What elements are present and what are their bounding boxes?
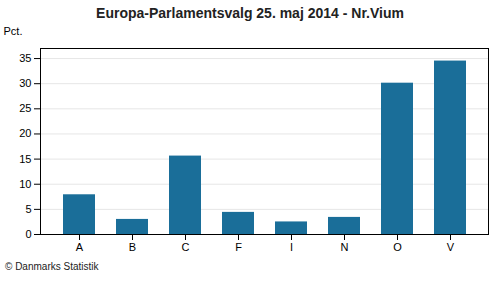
svg-text:V: V	[447, 241, 455, 253]
svg-text:10: 10	[19, 178, 31, 190]
svg-text:C: C	[182, 241, 190, 253]
svg-text:20: 20	[19, 127, 31, 139]
svg-text:F: F	[235, 241, 242, 253]
html-text:Europa-Parlamentsvalg 25. maj: Europa-Parlamentsvalg 25. maj 2014 - Nr.…	[96, 5, 404, 21]
svg-text:35: 35	[19, 52, 31, 64]
svg-text:15: 15	[19, 153, 31, 165]
svg-text:I: I	[290, 241, 293, 253]
svg-text:30: 30	[19, 77, 31, 89]
svg-text:N: N	[341, 241, 349, 253]
svg-text:5: 5	[25, 203, 31, 215]
svg-text:O: O	[393, 241, 402, 253]
svg-text:B: B	[129, 241, 136, 253]
svg-text:Pct.: Pct.	[4, 25, 23, 37]
svg-text:0: 0	[25, 228, 31, 240]
svg-text:25: 25	[19, 102, 31, 114]
html-text:© Danmarks Statistik: © Danmarks Statistik	[5, 261, 99, 272]
svg-text:A: A	[76, 241, 84, 253]
